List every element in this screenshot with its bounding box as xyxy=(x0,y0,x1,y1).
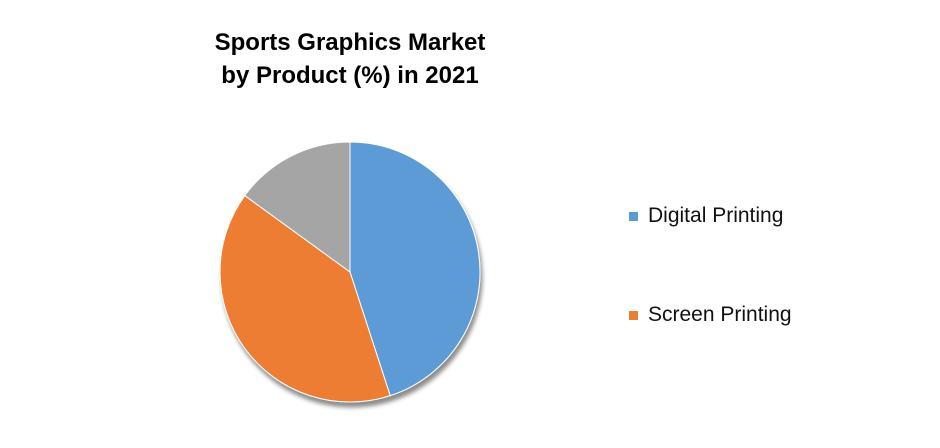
pie-slice-digital-printing xyxy=(349,141,481,397)
chart-title-line-1: Sports Graphics Market xyxy=(214,29,486,56)
chart-title-line-2: by Product (%) in 2021 xyxy=(221,62,479,89)
legend-swatch xyxy=(629,310,638,320)
legend-label: Screen Printing xyxy=(648,303,792,326)
pie-slice-screen-printing xyxy=(219,194,391,403)
legend-swatch xyxy=(629,211,638,221)
chart-title: Sports Graphics Market by Product (%) in… xyxy=(205,26,495,92)
pie-slice-unlabeled-2 xyxy=(244,141,351,273)
legend-label: Digital Printing xyxy=(648,204,784,227)
legend-item-digital-printing: Digital Printing xyxy=(629,204,783,228)
legend-item-screen-printing: Screen Printing xyxy=(629,303,792,327)
